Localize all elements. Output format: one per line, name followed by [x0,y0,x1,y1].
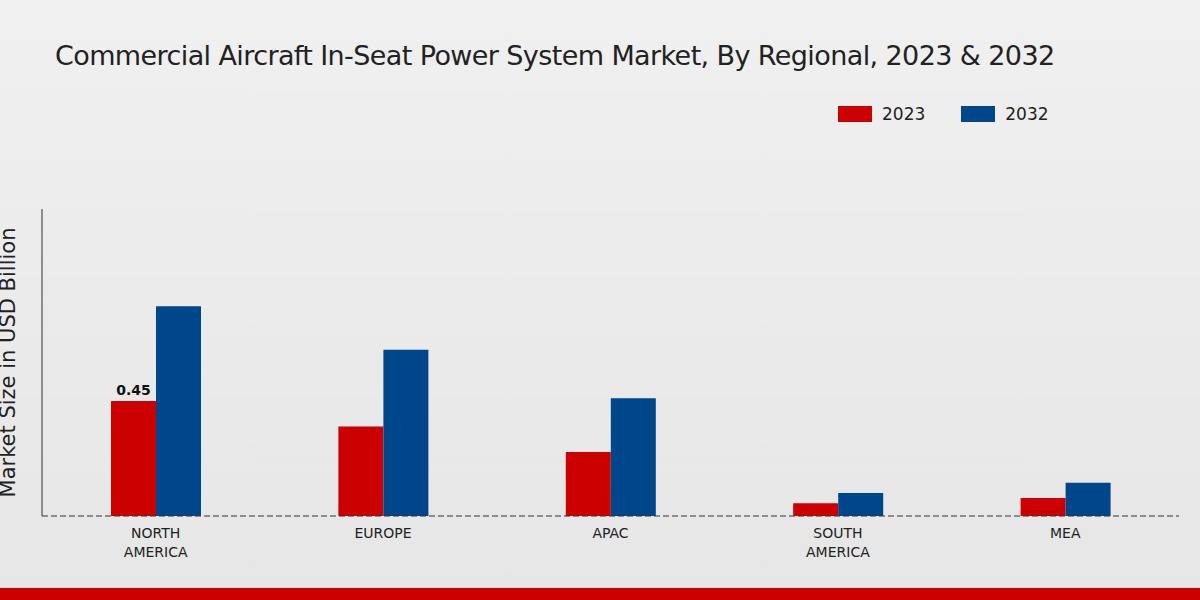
svg-text:APAC: APAC [592,525,628,541]
svg-text:Market Size in USD Billion: Market Size in USD Billion [8,228,20,498]
html-text:2032: 2032 [1005,104,1049,124]
svg-text:SOUTHAMERICA: SOUTHAMERICA [806,525,870,560]
svg-text:NORTHAMERICA: NORTHAMERICA [124,525,188,560]
svg-text:0.45: 0.45 [116,382,151,398]
svg-text:MEA: MEA [1050,525,1081,541]
svg-text:EUROPE: EUROPE [355,525,412,541]
html-text:2023: 2023 [882,104,926,124]
html-text:Commercial Aircraft In-Seat Po: Commercial Aircraft In-Seat Power System… [55,40,1055,71]
